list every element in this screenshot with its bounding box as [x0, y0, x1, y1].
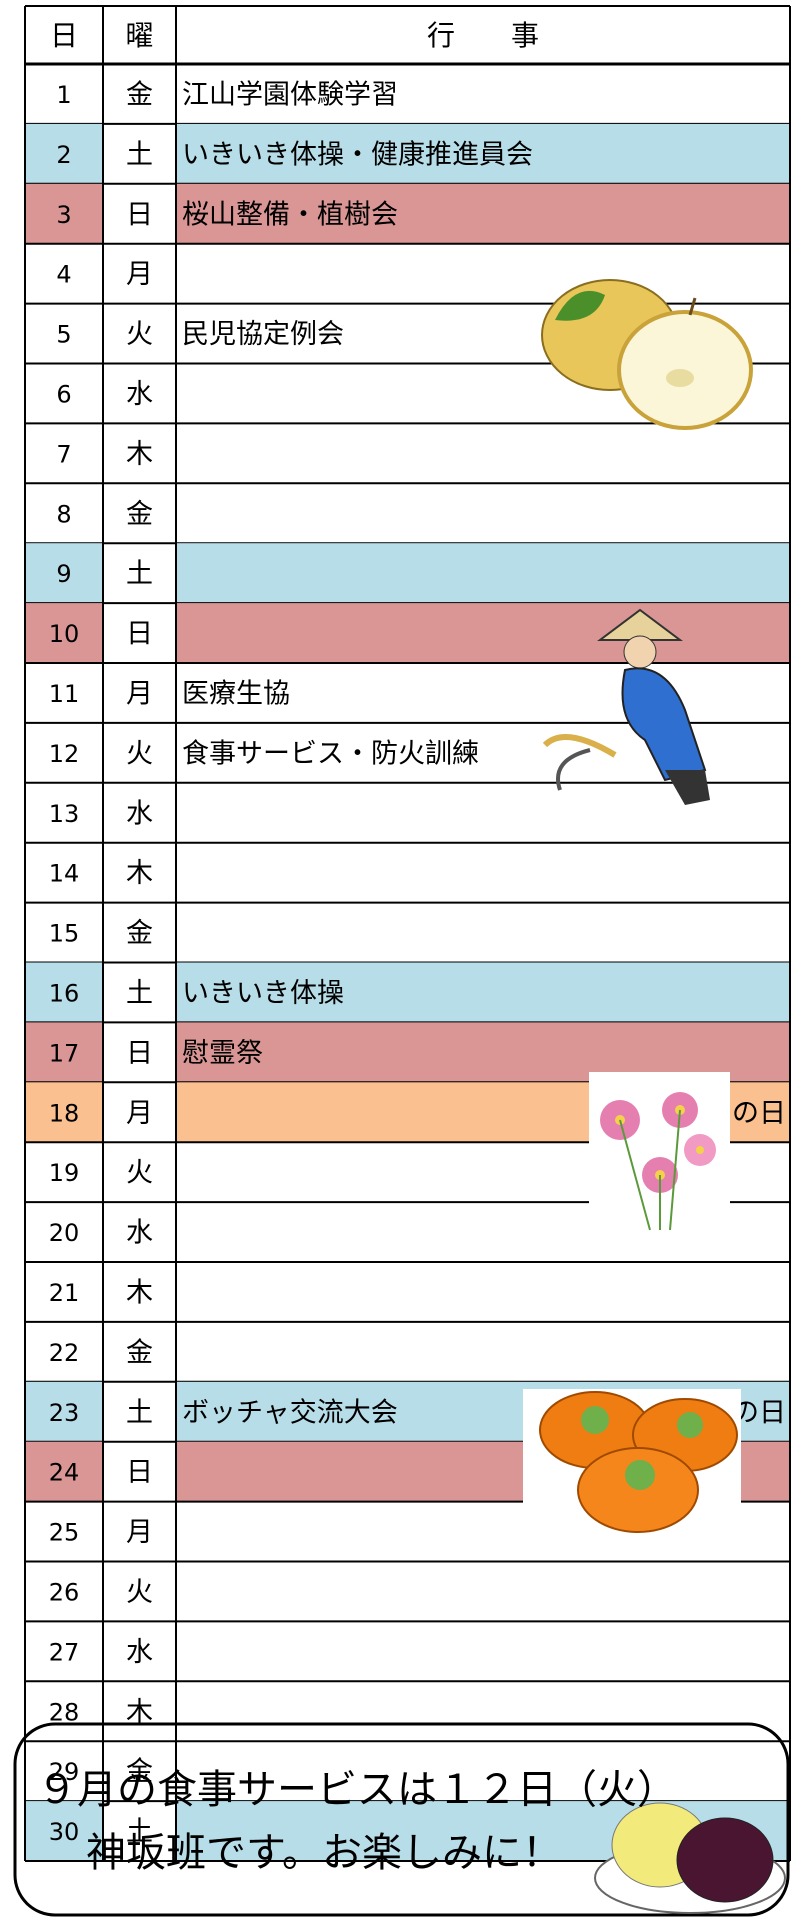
row-fill	[25, 962, 103, 1023]
weekday-cell: 水	[126, 1218, 153, 1249]
day-cell: 9	[56, 560, 71, 588]
header-cell: 日	[50, 19, 78, 52]
row-fill	[25, 183, 103, 244]
day-cell: 29	[49, 1758, 80, 1786]
weekday-cell: 金	[126, 918, 153, 949]
weekday-cell: 日	[126, 619, 153, 650]
day-cell: 13	[49, 800, 80, 828]
weekday-cell: 木	[126, 1277, 153, 1308]
day-cell: 6	[56, 380, 71, 408]
day-cell: 3	[56, 201, 71, 229]
weekday-cell: 水	[126, 1637, 153, 1668]
row-fill	[25, 1082, 103, 1143]
day-cell: 5	[56, 321, 71, 349]
day-cell: 17	[49, 1039, 80, 1067]
day-cell: 30	[49, 1818, 80, 1846]
day-cell: 2	[56, 141, 71, 169]
row-fill	[25, 1801, 103, 1861]
weekday-cell: 火	[126, 1577, 153, 1608]
schedule-table: 日曜行 事1 金江山学園体験学習2 土いきいき体操・健康推進員会3 日桜山整備・植樹会…	[24, 5, 791, 1862]
event-cell: 慰霊祭	[182, 1038, 263, 1069]
event-cell: 江山学園体験学習	[182, 79, 398, 110]
day-cell: 20	[49, 1219, 80, 1247]
weekday-cell: 金	[126, 79, 153, 110]
day-cell: 12	[49, 740, 80, 768]
weekday-cell: 水	[126, 379, 153, 410]
day-cell: 18	[49, 1099, 80, 1127]
weekday-cell: 月	[126, 259, 153, 290]
weekday-cell: 月	[126, 1098, 153, 1129]
row-fill	[25, 1381, 103, 1442]
food-illustration	[594, 1802, 786, 1914]
weekday-cell: 火	[126, 319, 153, 350]
weekday-cell: 金	[126, 1757, 153, 1788]
pear-illustration	[541, 279, 753, 430]
day-cell: 8	[56, 500, 71, 528]
row-fill	[25, 123, 103, 184]
weekday-cell: 日	[126, 199, 153, 230]
day-cell: 24	[49, 1459, 80, 1487]
day-cell: 4	[56, 261, 71, 289]
day-cell: 14	[49, 860, 80, 888]
header-cell: 行 事	[427, 19, 539, 52]
header-row	[25, 6, 790, 64]
weekday-cell: 水	[126, 798, 153, 829]
weekday-cell: 土	[126, 139, 153, 170]
weekday-cell: 火	[126, 1158, 153, 1189]
day-cell: 11	[49, 680, 80, 708]
weekday-cell: 木	[126, 858, 153, 889]
cosmos-illustration	[589, 1072, 730, 1235]
row-fill	[25, 603, 103, 663]
event-note: の日	[732, 1098, 786, 1129]
day-cell: 7	[56, 440, 71, 468]
row-fill	[176, 962, 790, 1023]
weekday-cell: 土	[126, 1817, 153, 1848]
weekday-cell: 金	[126, 499, 153, 530]
day-cell: 1	[56, 81, 71, 109]
day-cell: 25	[49, 1519, 80, 1547]
weekday-cell: 金	[126, 1337, 153, 1368]
day-cell: 15	[49, 920, 80, 948]
day-cell: 22	[49, 1339, 80, 1367]
header-cell: 曜	[125, 19, 153, 52]
weekday-cell: 土	[126, 559, 153, 590]
weekday-cell: 日	[126, 1457, 153, 1488]
persimmon-illustration	[523, 1389, 741, 1542]
day-cell: 27	[49, 1638, 80, 1666]
row-fill	[25, 1441, 103, 1502]
day-cell: 16	[49, 979, 80, 1007]
row-fill	[176, 123, 790, 184]
weekday-cell: 火	[126, 738, 153, 769]
event-cell: 桜山整備・植樹会	[182, 199, 398, 230]
event-cell: 医療生協	[182, 678, 290, 709]
notice-box	[13, 1722, 790, 1917]
notice-line: ９月の食事サービスは１２日（火）	[37, 1767, 677, 1813]
row-fill	[25, 1022, 103, 1083]
event-cell: ボッチャ交流大会	[182, 1397, 398, 1428]
event-cell: 民児協定例会	[182, 319, 344, 350]
farmer-illustration	[542, 608, 710, 805]
notice-line: 神坂班です。お楽しみに！	[86, 1830, 562, 1876]
day-cell: 10	[49, 620, 80, 648]
day-cell: 19	[49, 1159, 80, 1187]
weekday-cell: 木	[126, 439, 153, 470]
day-cell: 26	[49, 1578, 80, 1606]
day-cell: 21	[49, 1279, 80, 1307]
event-cell: いきいき体操	[182, 978, 344, 1009]
day-cell: 23	[49, 1399, 80, 1427]
event-cell: 食事サービス・防火訓練	[182, 738, 479, 769]
row-fill	[25, 543, 103, 604]
weekday-cell: 日	[126, 1038, 153, 1069]
weekday-cell: 土	[126, 1397, 153, 1428]
weekday-cell: 土	[126, 978, 153, 1009]
row-fill	[176, 543, 790, 604]
row-fill	[176, 603, 790, 663]
event-cell: いきいき体操・健康推進員会	[182, 139, 533, 170]
day-cell: 28	[49, 1698, 80, 1726]
weekday-cell: 月	[126, 678, 153, 709]
weekday-cell: 月	[126, 1517, 153, 1548]
row-fill	[176, 183, 790, 244]
